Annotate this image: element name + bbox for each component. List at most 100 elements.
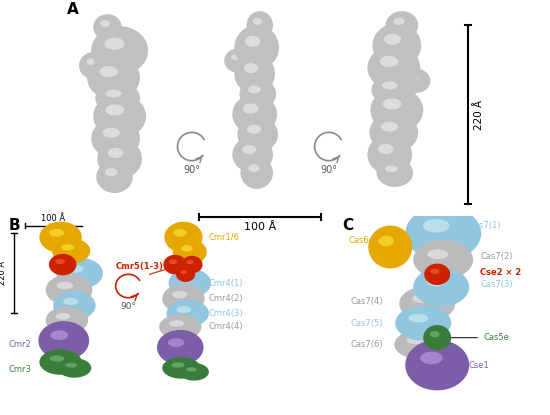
- Ellipse shape: [169, 320, 184, 327]
- Text: Cas7(4): Cas7(4): [350, 297, 383, 306]
- Ellipse shape: [231, 54, 241, 60]
- Text: Cmr4(3): Cmr4(3): [209, 309, 244, 318]
- Ellipse shape: [385, 165, 398, 172]
- Ellipse shape: [186, 260, 194, 264]
- Polygon shape: [371, 88, 424, 132]
- Text: Cmr1/6: Cmr1/6: [209, 233, 240, 242]
- Ellipse shape: [243, 103, 258, 114]
- Ellipse shape: [180, 270, 187, 274]
- Ellipse shape: [420, 352, 443, 364]
- Polygon shape: [413, 268, 469, 307]
- Polygon shape: [94, 94, 146, 139]
- Ellipse shape: [173, 229, 186, 237]
- Polygon shape: [157, 330, 204, 365]
- Polygon shape: [53, 291, 96, 320]
- Text: Cas7(6): Cas7(6): [350, 340, 383, 349]
- Text: 90°: 90°: [120, 302, 136, 310]
- Text: Cmr3: Cmr3: [9, 365, 31, 374]
- Ellipse shape: [245, 36, 261, 47]
- Text: 100 Å: 100 Å: [244, 222, 276, 232]
- Text: Cmr4(2): Cmr4(2): [209, 294, 244, 303]
- Ellipse shape: [393, 18, 405, 25]
- Polygon shape: [413, 240, 473, 279]
- Polygon shape: [370, 112, 418, 153]
- Polygon shape: [87, 56, 140, 100]
- Ellipse shape: [430, 269, 439, 274]
- Polygon shape: [164, 222, 202, 253]
- Polygon shape: [95, 82, 140, 114]
- Text: C: C: [343, 218, 354, 233]
- Text: Cas7(3): Cas7(3): [480, 280, 513, 288]
- Polygon shape: [405, 206, 481, 261]
- Text: Cse1: Cse1: [468, 361, 489, 369]
- Ellipse shape: [103, 128, 120, 138]
- Polygon shape: [246, 11, 273, 39]
- Ellipse shape: [380, 56, 398, 67]
- Polygon shape: [224, 49, 252, 73]
- Text: Cmr4(4): Cmr4(4): [209, 322, 244, 332]
- Ellipse shape: [179, 275, 194, 283]
- Polygon shape: [94, 14, 122, 40]
- Ellipse shape: [56, 313, 70, 320]
- Polygon shape: [162, 284, 205, 313]
- Polygon shape: [239, 78, 276, 110]
- Polygon shape: [402, 69, 430, 93]
- Polygon shape: [399, 286, 455, 321]
- Ellipse shape: [248, 85, 261, 93]
- Polygon shape: [91, 26, 148, 75]
- Ellipse shape: [412, 294, 432, 303]
- Ellipse shape: [67, 265, 84, 273]
- Ellipse shape: [61, 244, 74, 251]
- Ellipse shape: [426, 277, 446, 286]
- Ellipse shape: [87, 58, 98, 65]
- Text: Cse2 × 2: Cse2 × 2: [480, 268, 521, 277]
- Ellipse shape: [378, 236, 394, 247]
- Polygon shape: [232, 137, 273, 173]
- Polygon shape: [91, 118, 140, 159]
- Ellipse shape: [248, 164, 260, 172]
- Ellipse shape: [108, 148, 123, 158]
- Text: 220 Å: 220 Å: [474, 100, 484, 130]
- Polygon shape: [377, 159, 413, 187]
- Polygon shape: [176, 266, 195, 282]
- Polygon shape: [179, 363, 209, 381]
- Polygon shape: [372, 23, 421, 68]
- Polygon shape: [424, 264, 450, 285]
- Polygon shape: [39, 321, 89, 360]
- Ellipse shape: [378, 144, 394, 154]
- Polygon shape: [371, 74, 416, 106]
- Ellipse shape: [168, 338, 184, 347]
- Ellipse shape: [50, 330, 68, 340]
- Polygon shape: [162, 357, 200, 378]
- Ellipse shape: [56, 259, 65, 264]
- Text: 90°: 90°: [320, 165, 337, 175]
- Ellipse shape: [181, 245, 192, 251]
- Ellipse shape: [65, 363, 77, 368]
- Ellipse shape: [172, 291, 187, 298]
- Ellipse shape: [409, 314, 428, 322]
- Polygon shape: [182, 256, 202, 273]
- Ellipse shape: [247, 125, 261, 134]
- Polygon shape: [40, 349, 82, 375]
- Polygon shape: [46, 274, 92, 305]
- Ellipse shape: [177, 306, 191, 313]
- Ellipse shape: [106, 105, 124, 115]
- Polygon shape: [169, 269, 211, 298]
- Text: 220 Å: 220 Å: [0, 261, 7, 286]
- Ellipse shape: [384, 34, 401, 45]
- Text: 90°: 90°: [183, 165, 200, 175]
- Polygon shape: [394, 330, 446, 359]
- Text: Cmr5(1-3): Cmr5(1-3): [116, 262, 163, 271]
- Text: Cas7(2): Cas7(2): [480, 252, 513, 261]
- Ellipse shape: [100, 20, 110, 27]
- Polygon shape: [52, 238, 90, 264]
- Ellipse shape: [409, 74, 419, 81]
- Polygon shape: [159, 314, 201, 339]
- Text: Cas7(1): Cas7(1): [468, 221, 501, 230]
- Ellipse shape: [427, 249, 448, 259]
- Ellipse shape: [105, 168, 118, 176]
- Polygon shape: [395, 305, 451, 341]
- Polygon shape: [232, 94, 277, 134]
- Polygon shape: [163, 255, 186, 274]
- Polygon shape: [46, 307, 88, 334]
